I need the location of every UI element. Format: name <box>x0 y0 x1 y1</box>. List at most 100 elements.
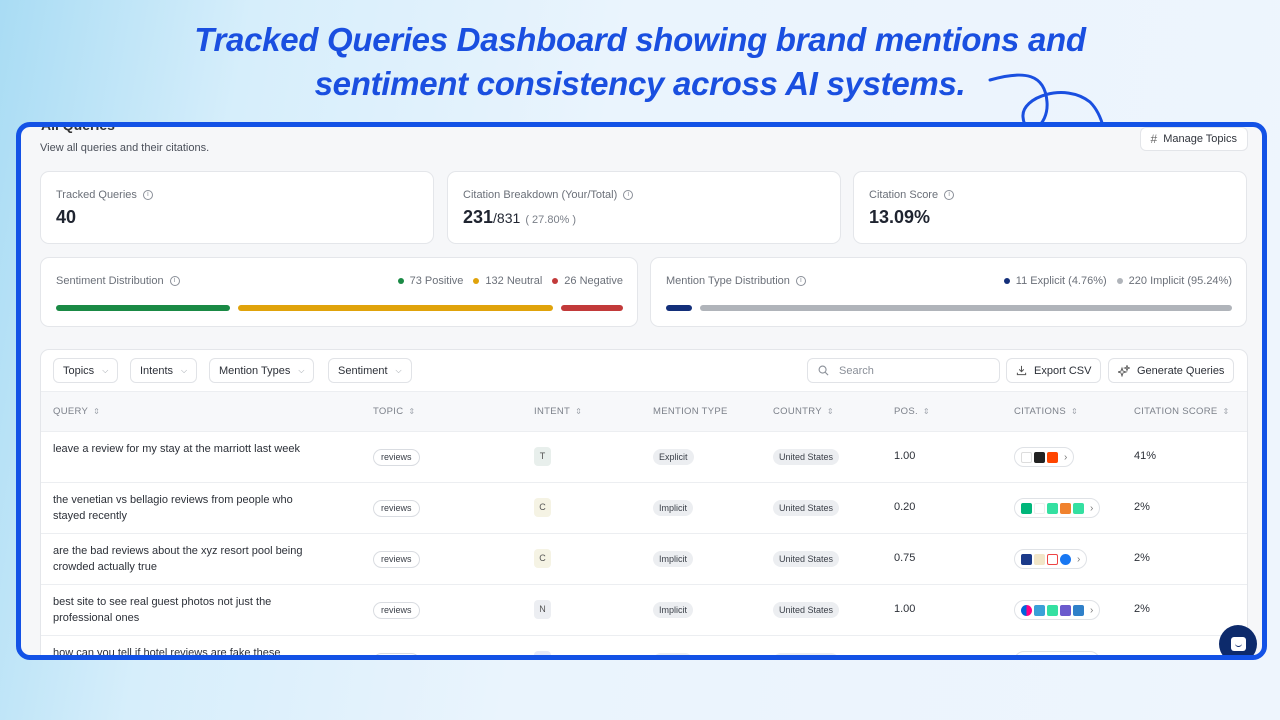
position-value: 0.20 <box>894 501 916 513</box>
query-text: how can you tell if hotel reviews are fa… <box>53 647 281 659</box>
country-badge: United States <box>773 500 840 516</box>
reddit-icon <box>1047 451 1058 463</box>
export-csv-label: Export CSV <box>1034 364 1092 377</box>
info-icon[interactable]: i <box>169 276 180 286</box>
query-text: leave a review for my stay at the marrio… <box>53 443 300 455</box>
page-title: All Queries <box>41 122 115 133</box>
source-favicon-icon <box>1060 604 1071 616</box>
query-text: best site to see real guest photos not j… <box>53 596 272 624</box>
citations-group[interactable]: › <box>1014 600 1101 620</box>
country-badge: United States <box>773 449 840 465</box>
neutral-count: 132 Neutral <box>485 275 543 287</box>
export-csv-button[interactable]: Export CSV <box>1006 358 1102 383</box>
chevron-right-icon: › <box>1064 451 1068 463</box>
table-row[interactable]: best site to see real guest photos not j… <box>41 585 1247 636</box>
citations-group[interactable]: › <box>1014 498 1101 518</box>
table-header: QUERY ⇕ TOPIC ⇕ INTENT ⇕ MENTION TYPE COUNT… <box>41 392 1247 432</box>
sort-icon: ⇕ <box>1222 407 1230 416</box>
mention-type-badge: Implicit <box>653 653 694 655</box>
sort-icon: ⇕ <box>93 407 101 416</box>
neutral-dot-icon <box>473 278 480 284</box>
column-citation-score[interactable]: CITATION SCORE ⇕ <box>1134 406 1230 417</box>
info-icon[interactable]: i <box>142 190 153 200</box>
table-row[interactable]: are the bad reviews about the xyz resort… <box>41 534 1247 585</box>
citation-score-value: 2% <box>1134 501 1150 513</box>
topic-badge: reviews <box>373 449 420 466</box>
tracked-queries-label: Tracked Queries <box>56 189 137 201</box>
column-label: QUERY <box>53 406 89 417</box>
chevron-down-icon: ⌵ <box>395 365 402 375</box>
table-row[interactable]: leave a review for my stay at the marrio… <box>41 432 1247 483</box>
manage-topics-button[interactable]: # Manage Topics <box>1139 127 1248 151</box>
table-row[interactable]: how can you tell if hotel reviews are fa… <box>41 636 1247 661</box>
intent-badge: C <box>534 498 551 517</box>
citation-breakdown-card: Citation Breakdown (Your/Total) i 231/831… <box>447 171 841 244</box>
mention-type-legend: 11 Explicit (4.76%) 220 Implicit (95.24%… <box>1003 275 1232 287</box>
sort-icon: ⇕ <box>575 407 583 416</box>
topic-badge: reviews <box>373 653 420 655</box>
table-row[interactable]: the venetian vs bellagio reviews from pe… <box>41 483 1247 534</box>
column-label: CITATION SCORE <box>1134 406 1218 417</box>
source-favicon-icon <box>1060 656 1071 661</box>
column-country[interactable]: COUNTRY ⇕ <box>773 406 834 417</box>
search-placeholder: Search <box>839 364 874 377</box>
search-input[interactable]: Search <box>807 358 1000 383</box>
position-value: 1.00 <box>894 603 916 615</box>
sort-icon: ⇕ <box>826 407 834 416</box>
chevron-down-icon: ⌵ <box>102 365 109 375</box>
generate-queries-label: Generate Queries <box>1137 364 1225 377</box>
info-icon[interactable]: i <box>795 276 806 286</box>
explicit-dot-icon <box>1003 278 1010 284</box>
intents-filter[interactable]: Intents ⌵ <box>130 358 198 383</box>
position-value: 0.75 <box>894 552 916 564</box>
positive-dot-icon <box>397 278 404 284</box>
query-text: the venetian vs bellagio reviews from pe… <box>53 494 293 522</box>
column-citations[interactable]: CITATIONS ⇕ <box>1014 406 1078 417</box>
chevron-right-icon: › <box>1077 553 1081 565</box>
column-query[interactable]: QUERY ⇕ <box>53 406 100 417</box>
dashboard-frame: All Queries View all queries and their c… <box>16 122 1267 660</box>
sentiment-legend: 73 Positive 132 Neutral 26 Negative <box>397 275 623 287</box>
sentiment-filter[interactable]: Sentiment ⌵ <box>328 358 412 383</box>
chevron-right-icon: › <box>1090 604 1094 616</box>
mention-types-filter[interactable]: Mention Types ⌵ <box>209 358 315 383</box>
sort-icon: ⇕ <box>408 407 416 416</box>
chat-icon <box>1230 637 1246 651</box>
info-icon[interactable]: i <box>944 190 955 200</box>
source-favicon-icon <box>1047 656 1058 661</box>
negative-segment <box>560 305 623 311</box>
citation-score-value: 2% <box>1134 603 1150 615</box>
info-icon[interactable]: i <box>623 190 634 200</box>
chevron-down-icon: ⌵ <box>298 365 305 375</box>
generate-queries-button[interactable]: Generate Queries <box>1108 358 1235 383</box>
negative-dot-icon <box>552 278 559 284</box>
mention-type-badge: Implicit <box>653 551 694 567</box>
citation-score-value: 41% <box>1134 450 1157 462</box>
implicit-count: 220 Implicit (95.24%) <box>1128 275 1232 287</box>
intent-badge: C <box>534 549 551 568</box>
column-topic[interactable]: TOPIC ⇕ <box>373 406 415 417</box>
column-label: POS. <box>894 406 918 417</box>
download-icon <box>1016 365 1027 376</box>
position-value: 1.00 <box>894 450 916 462</box>
chat-support-button[interactable] <box>1219 625 1257 655</box>
source-favicon-icon <box>1034 656 1045 661</box>
topics-filter[interactable]: Topics ⌵ <box>53 358 119 383</box>
column-intent[interactable]: INTENT ⇕ <box>534 406 582 417</box>
queries-table-card: Topics ⌵ Intents ⌵ Mention Types ⌵ Sentimen… <box>40 349 1248 661</box>
citations-group[interactable]: › <box>1014 651 1101 661</box>
chevron-right-icon: › <box>1090 656 1093 661</box>
headline: Tracked Queries Dashboard showing brand … <box>0 18 1280 106</box>
manage-topics-label: Manage Topics <box>1163 133 1237 145</box>
citations-group[interactable]: › <box>1014 447 1075 467</box>
chevron-down-icon: ⌵ <box>181 365 188 375</box>
citation-score-label: Citation Score <box>869 189 939 201</box>
source-favicon-icon <box>1021 656 1032 661</box>
column-position[interactable]: POS. ⇕ <box>894 406 930 417</box>
column-mention-type: MENTION TYPE <box>653 406 728 417</box>
mention-type-distribution-card: Mention Type Distribution i 11 Explicit (… <box>650 257 1247 327</box>
intent-badge: T <box>534 447 551 466</box>
citations-group[interactable]: › <box>1014 549 1088 569</box>
mention-type-badge: Explicit <box>653 449 694 465</box>
headline-line-2: sentiment consistency across AI systems. <box>314 65 966 102</box>
